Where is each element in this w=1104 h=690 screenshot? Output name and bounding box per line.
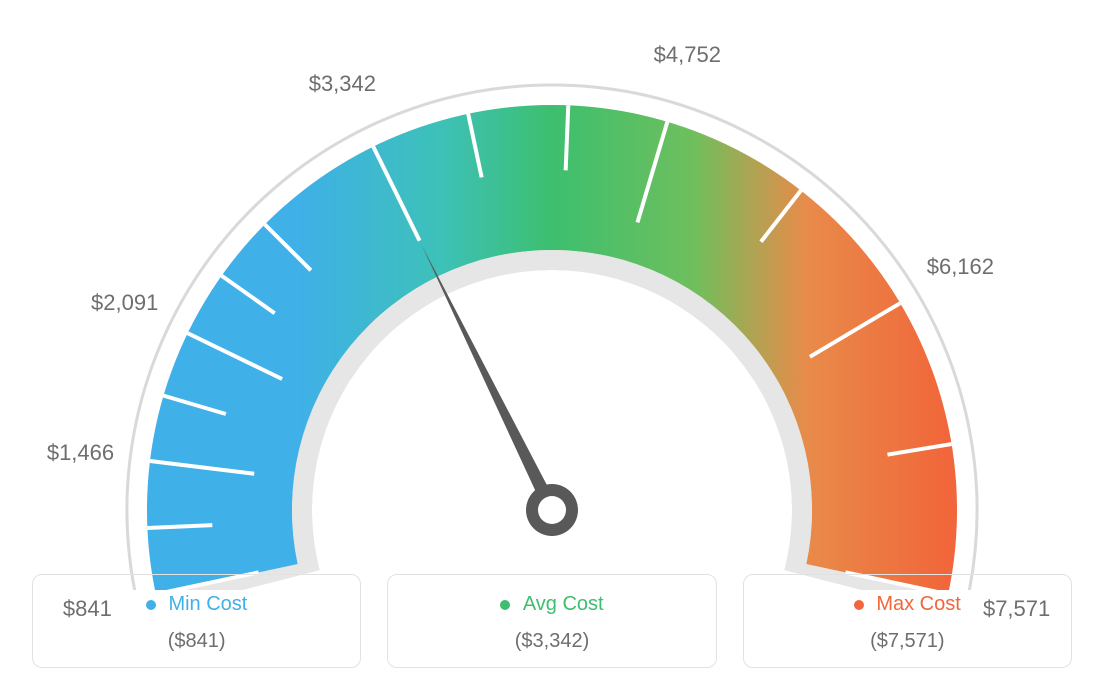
min-cost-card: Min Cost ($841) <box>32 574 361 668</box>
min-dot-icon <box>146 600 156 610</box>
gauge-svg <box>0 30 1104 590</box>
max-dot-icon <box>854 600 864 610</box>
gauge-tick-label: $3,342 <box>309 71 376 97</box>
max-cost-value: ($7,571) <box>754 630 1061 653</box>
min-cost-label: Min Cost <box>168 593 247 615</box>
cost-gauge: $841$1,466$2,091$3,342$4,752$6,162$7,571 <box>0 0 1104 540</box>
avg-dot-icon <box>500 600 510 610</box>
gauge-tick-label: $4,752 <box>654 42 721 68</box>
max-cost-label: Max Cost <box>876 593 960 615</box>
avg-cost-card: Avg Cost ($3,342) <box>387 574 716 668</box>
avg-cost-value: ($3,342) <box>398 630 705 653</box>
min-cost-value: ($841) <box>43 630 350 653</box>
gauge-tick-label: $6,162 <box>927 254 994 280</box>
gauge-tick-label: $2,091 <box>91 290 158 316</box>
max-cost-card: Max Cost ($7,571) <box>743 574 1072 668</box>
gauge-tick-label: $1,466 <box>47 440 114 466</box>
avg-cost-label: Avg Cost <box>523 593 604 615</box>
legend-cards: Min Cost ($841) Avg Cost ($3,342) Max Co… <box>32 574 1072 668</box>
